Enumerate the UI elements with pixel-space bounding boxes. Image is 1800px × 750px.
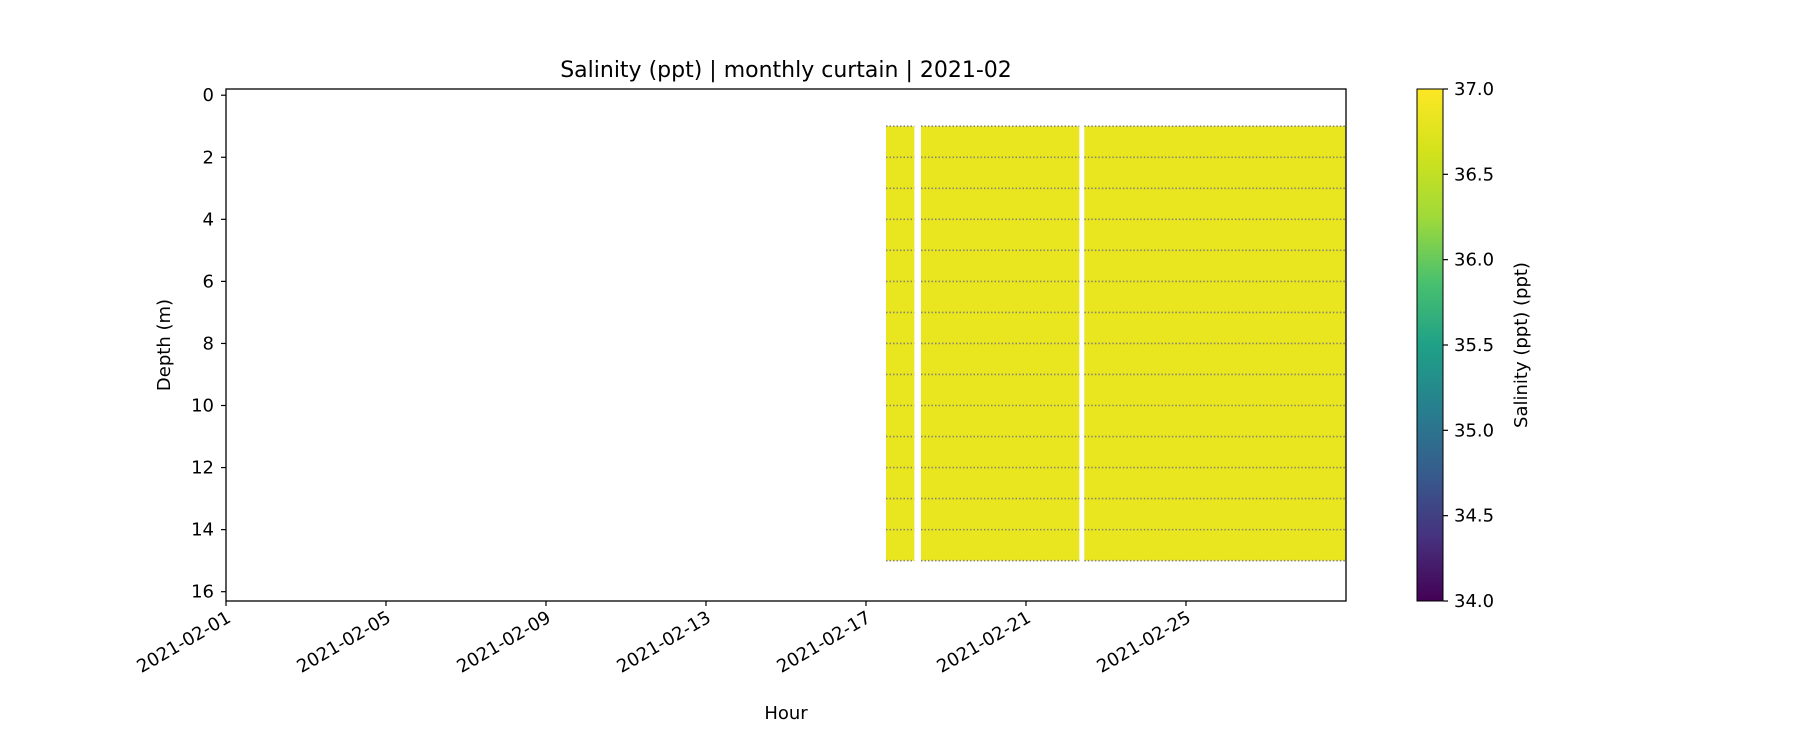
chart-title: Salinity (ppt) | monthly curtain | 2021-…: [560, 58, 1012, 83]
x-axis-label: Hour: [764, 703, 808, 724]
y-tick-label-12: 12: [191, 458, 214, 479]
colorbar-ticks: 34.0 34.5 35.0 35.5 36.0 36.5 37.0: [1443, 79, 1494, 612]
y-tick-label-8: 8: [203, 333, 214, 354]
x-tick-label-2021-02-01: 2021-02-01: [133, 607, 234, 677]
y-axis-label: Depth (m): [154, 299, 175, 391]
colorbar-tick-label-35.0: 35.0: [1454, 420, 1494, 441]
sensor-depth-markers: [886, 125, 1346, 562]
colorbar-tick-label-35.5: 35.5: [1454, 335, 1494, 356]
y-axis: 0 2 4 6 8 10 12 14 16: [191, 85, 226, 603]
salinity-band-segment-2: [921, 126, 1080, 561]
colorbar-tick-label-36.0: 36.0: [1454, 250, 1494, 271]
x-tick-label-2021-02-13: 2021-02-13: [613, 607, 714, 677]
y-tick-label-10: 10: [191, 396, 214, 417]
plot-area: [225, 88, 1347, 602]
x-axis: 2021-02-01 2021-02-05 2021-02-09 2021-02-13…: [133, 601, 1195, 678]
colorbar-label: Salinity (ppt) (ppt): [1511, 262, 1532, 428]
colorbar-gradient: [1416, 88, 1444, 602]
colorbar-tick-label-34.5: 34.5: [1454, 506, 1494, 527]
colorbar-tick-label-34.0: 34.0: [1454, 591, 1494, 612]
colorbar-tick-label-37.0: 37.0: [1454, 79, 1494, 100]
y-tick-label-0: 0: [203, 85, 214, 106]
x-tick-label-2021-02-21: 2021-02-21: [933, 607, 1034, 677]
y-tick-label-16: 16: [191, 582, 214, 603]
plot-frame: [225, 88, 1347, 602]
x-tick-label-2021-02-25: 2021-02-25: [1093, 607, 1194, 677]
x-tick-label-2021-02-17: 2021-02-17: [773, 607, 874, 677]
y-tick-label-14: 14: [191, 520, 214, 541]
x-tick-label-2021-02-09: 2021-02-09: [453, 607, 554, 677]
y-tick-label-2: 2: [203, 147, 214, 168]
colorbar: 34.0 34.5 35.0 35.5 36.0 36.5 37.0 Salinity (p…: [1416, 79, 1532, 612]
x-tick-label-2021-02-05: 2021-02-05: [293, 607, 394, 677]
colorbar-tick-label-36.5: 36.5: [1454, 164, 1494, 185]
y-tick-label-4: 4: [203, 209, 214, 230]
y-tick-label-6: 6: [203, 271, 214, 292]
